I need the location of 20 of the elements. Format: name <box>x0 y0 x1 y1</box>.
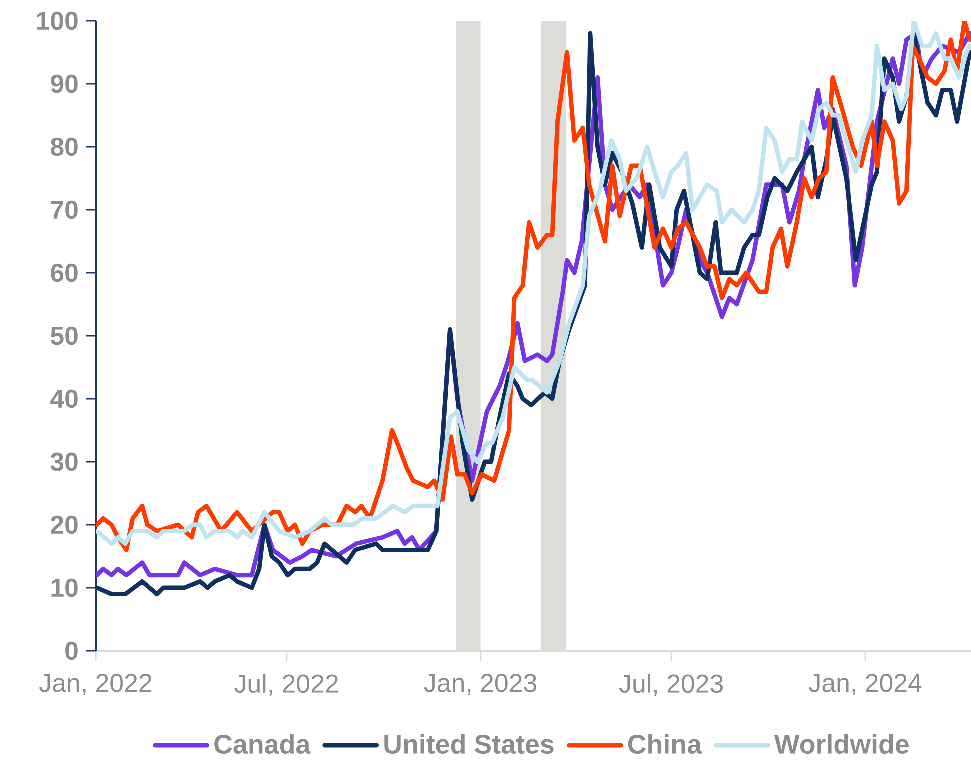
x-tick-label: Jan, 2022 <box>40 674 152 696</box>
y-tick-label: 90 <box>51 74 78 94</box>
x-tick-label: Jan, 2024 <box>809 674 922 696</box>
y-tick-label: 70 <box>51 200 78 220</box>
x-tick-label: Jan, 2023 <box>424 674 537 696</box>
legend-label: China <box>628 734 702 754</box>
y-tick-label: 80 <box>50 138 78 156</box>
legend-label: United States <box>384 734 554 754</box>
y-tick-label: 100 <box>37 12 78 30</box>
y-tick-label: 30 <box>50 452 78 472</box>
y-tick-label: 50 <box>50 326 78 346</box>
legend-label: Worldwide <box>774 734 909 754</box>
y-tick-label: 10 <box>52 578 78 598</box>
x-tick-label: Jul, 2022 <box>234 674 338 696</box>
x-tick-label: Jul, 2023 <box>619 674 724 696</box>
y-tick-label: 60 <box>51 264 78 282</box>
y-tick-label: 20 <box>51 516 78 534</box>
legend-label: Canada <box>214 734 311 754</box>
y-tick-label: 40 <box>50 390 78 408</box>
y-tick-label: 0 <box>66 642 78 660</box>
